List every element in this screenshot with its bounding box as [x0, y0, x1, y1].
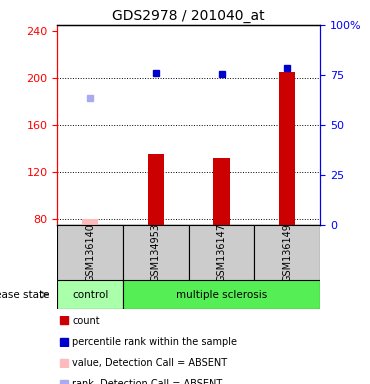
Text: control: control: [72, 290, 108, 300]
Text: multiple sclerosis: multiple sclerosis: [176, 290, 267, 300]
Text: rank, Detection Call = ABSENT: rank, Detection Call = ABSENT: [72, 379, 222, 384]
Bar: [123, 225, 189, 280]
Text: percentile rank within the sample: percentile rank within the sample: [72, 337, 237, 347]
Bar: [57, 280, 123, 309]
Bar: [279, 72, 295, 225]
Text: count: count: [72, 316, 100, 326]
Title: GDS2978 / 201040_at: GDS2978 / 201040_at: [112, 8, 265, 23]
Text: value, Detection Call = ABSENT: value, Detection Call = ABSENT: [72, 358, 227, 368]
Text: GSM136147: GSM136147: [216, 223, 226, 282]
Bar: [189, 225, 255, 280]
Text: GSM134953: GSM134953: [151, 223, 161, 282]
Bar: [57, 225, 123, 280]
Bar: [82, 219, 98, 225]
Bar: [213, 158, 230, 225]
Text: disease state: disease state: [0, 290, 50, 300]
Text: GSM136149: GSM136149: [282, 223, 292, 282]
Bar: [255, 225, 320, 280]
Bar: [123, 280, 320, 309]
Text: GSM136140: GSM136140: [85, 223, 95, 282]
Bar: [148, 154, 164, 225]
